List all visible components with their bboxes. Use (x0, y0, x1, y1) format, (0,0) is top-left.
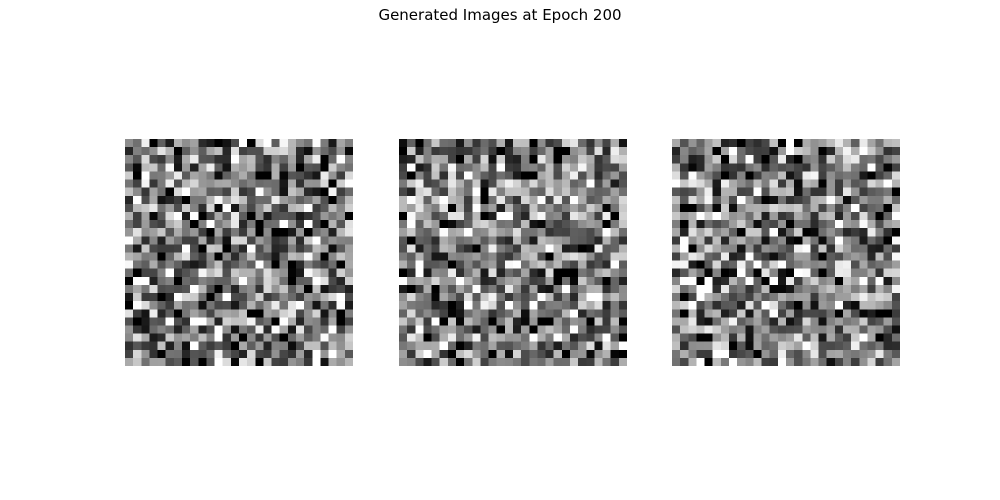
generated-image-1 (125, 139, 353, 366)
generated-image-3 (672, 139, 900, 366)
figure-title: Generated Images at Epoch 200 (0, 6, 1000, 24)
generated-image-2 (399, 139, 627, 366)
